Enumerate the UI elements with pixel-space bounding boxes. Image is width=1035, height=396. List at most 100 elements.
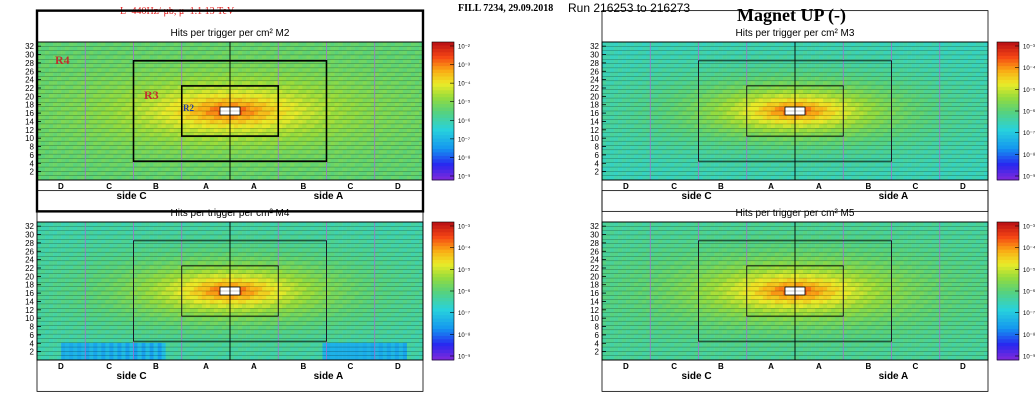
heatmap-cell: [93, 119, 98, 125]
heatmap-cell: [622, 80, 627, 86]
heatmap-cell: [121, 128, 126, 133]
heatmap-cell: [402, 42, 408, 47]
heatmap-cell: [626, 63, 631, 69]
heatmap-cell: [726, 59, 731, 64]
heatmap-cell: [758, 63, 764, 69]
heatmap-cell: [177, 89, 183, 95]
heatmap-cell: [173, 111, 179, 116]
heatmap-cell: [61, 76, 66, 82]
heatmap-cell: [823, 111, 828, 116]
heatmap-cell: [786, 115, 792, 120]
heatmap-cell: [678, 106, 683, 112]
heatmap-cell: [738, 85, 744, 90]
heatmap-cell: [614, 76, 619, 82]
heatmap-cell: [398, 89, 404, 95]
heatmap-cell: [730, 85, 735, 90]
heatmap-cell: [362, 102, 368, 107]
heatmap-cell: [839, 54, 844, 60]
heatmap-cell: [69, 42, 74, 47]
heatmap-cell: [254, 145, 259, 151]
heatmap-cell: [274, 145, 279, 151]
heatmap-cell: [49, 171, 54, 176]
heatmap-cell: [314, 136, 319, 142]
heatmap-cell: [153, 106, 158, 112]
heatmap-cell: [201, 119, 207, 125]
heatmap-cell: [614, 106, 619, 112]
heatmap-cell: [137, 98, 142, 103]
heatmap-cell: [710, 80, 715, 86]
heatmap-cell: [101, 136, 106, 142]
heatmap-cell: [983, 67, 989, 73]
heatmap-cell: [831, 50, 836, 56]
heatmap-cell: [390, 123, 396, 129]
heatmap-cell: [205, 149, 211, 155]
heatmap-cell: [963, 46, 969, 51]
heatmap-cell: [77, 154, 82, 159]
heatmap-cell: [69, 93, 74, 99]
heatmap-cell: [686, 42, 691, 47]
heatmap-cell: [706, 63, 711, 69]
y-tick-label: 4: [30, 159, 35, 168]
heatmap-cell: [654, 72, 659, 77]
heatmap-cell: [722, 59, 727, 64]
heatmap-cell: [754, 67, 760, 73]
heatmap-cell: [658, 67, 663, 73]
heatmap-cell: [165, 102, 170, 107]
heatmap-cell: [165, 72, 170, 77]
heatmap-cell: [205, 141, 211, 146]
heatmap-cell: [266, 115, 271, 120]
heatmap-cell: [270, 162, 275, 168]
heatmap-cell: [378, 98, 384, 103]
heatmap-cell: [766, 46, 772, 51]
heatmap-cell: [157, 93, 162, 99]
heatmap-cell: [109, 123, 114, 129]
heatmap-cell: [209, 93, 215, 99]
heatmap-cell: [386, 154, 392, 159]
heatmap-cell: [201, 89, 207, 95]
heatmap-cell: [682, 111, 687, 116]
heatmap-cell: [674, 50, 679, 56]
heatmap-cell: [935, 98, 941, 103]
heatmap-cell: [41, 149, 46, 155]
heatmap-cell: [238, 145, 243, 151]
heatmap-cell: [230, 93, 235, 99]
heatmap-cell: [750, 42, 756, 47]
heatmap-cell: [602, 59, 607, 64]
heatmap-cell: [811, 72, 816, 77]
heatmap-cell: [931, 42, 937, 47]
heatmap-cell: [109, 111, 114, 116]
heatmap-cell: [61, 106, 66, 112]
heatmap-cell: [758, 67, 764, 73]
heatmap-cell: [213, 128, 219, 133]
heatmap-cell: [45, 115, 50, 120]
heatmap-cell: [330, 59, 335, 64]
heatmap-cell: [350, 59, 355, 64]
heatmap-cell: [650, 50, 655, 56]
heatmap-cell: [286, 76, 291, 82]
heatmap-cell: [899, 46, 904, 51]
heatmap-cell: [145, 98, 150, 103]
heatmap-cell: [390, 72, 396, 77]
heatmap-cell: [714, 80, 719, 86]
heatmap-cell: [101, 89, 106, 95]
heatmap-cell: [141, 136, 146, 142]
heatmap-cell: [282, 93, 287, 99]
heatmap-cell: [129, 115, 134, 120]
heatmap-cell: [97, 132, 102, 138]
heatmap-cell: [65, 80, 70, 86]
heatmap-cell: [105, 42, 110, 47]
heatmap-cell: [93, 67, 98, 73]
heatmap-cell: [658, 115, 663, 120]
heatmap-cell: [250, 171, 255, 176]
heatmap-cell: [161, 93, 166, 99]
heatmap-cell: [49, 145, 54, 151]
heatmap-cell: [899, 76, 904, 82]
heatmap-cell: [891, 89, 896, 95]
heatmap-cell: [907, 80, 912, 86]
heatmap-cell: [414, 59, 420, 64]
heatmap-cell: [109, 80, 114, 86]
heatmap-cell: [867, 72, 872, 77]
heatmap-cell: [666, 89, 671, 95]
heatmap-cell: [935, 54, 941, 60]
heatmap-cell: [141, 141, 146, 146]
